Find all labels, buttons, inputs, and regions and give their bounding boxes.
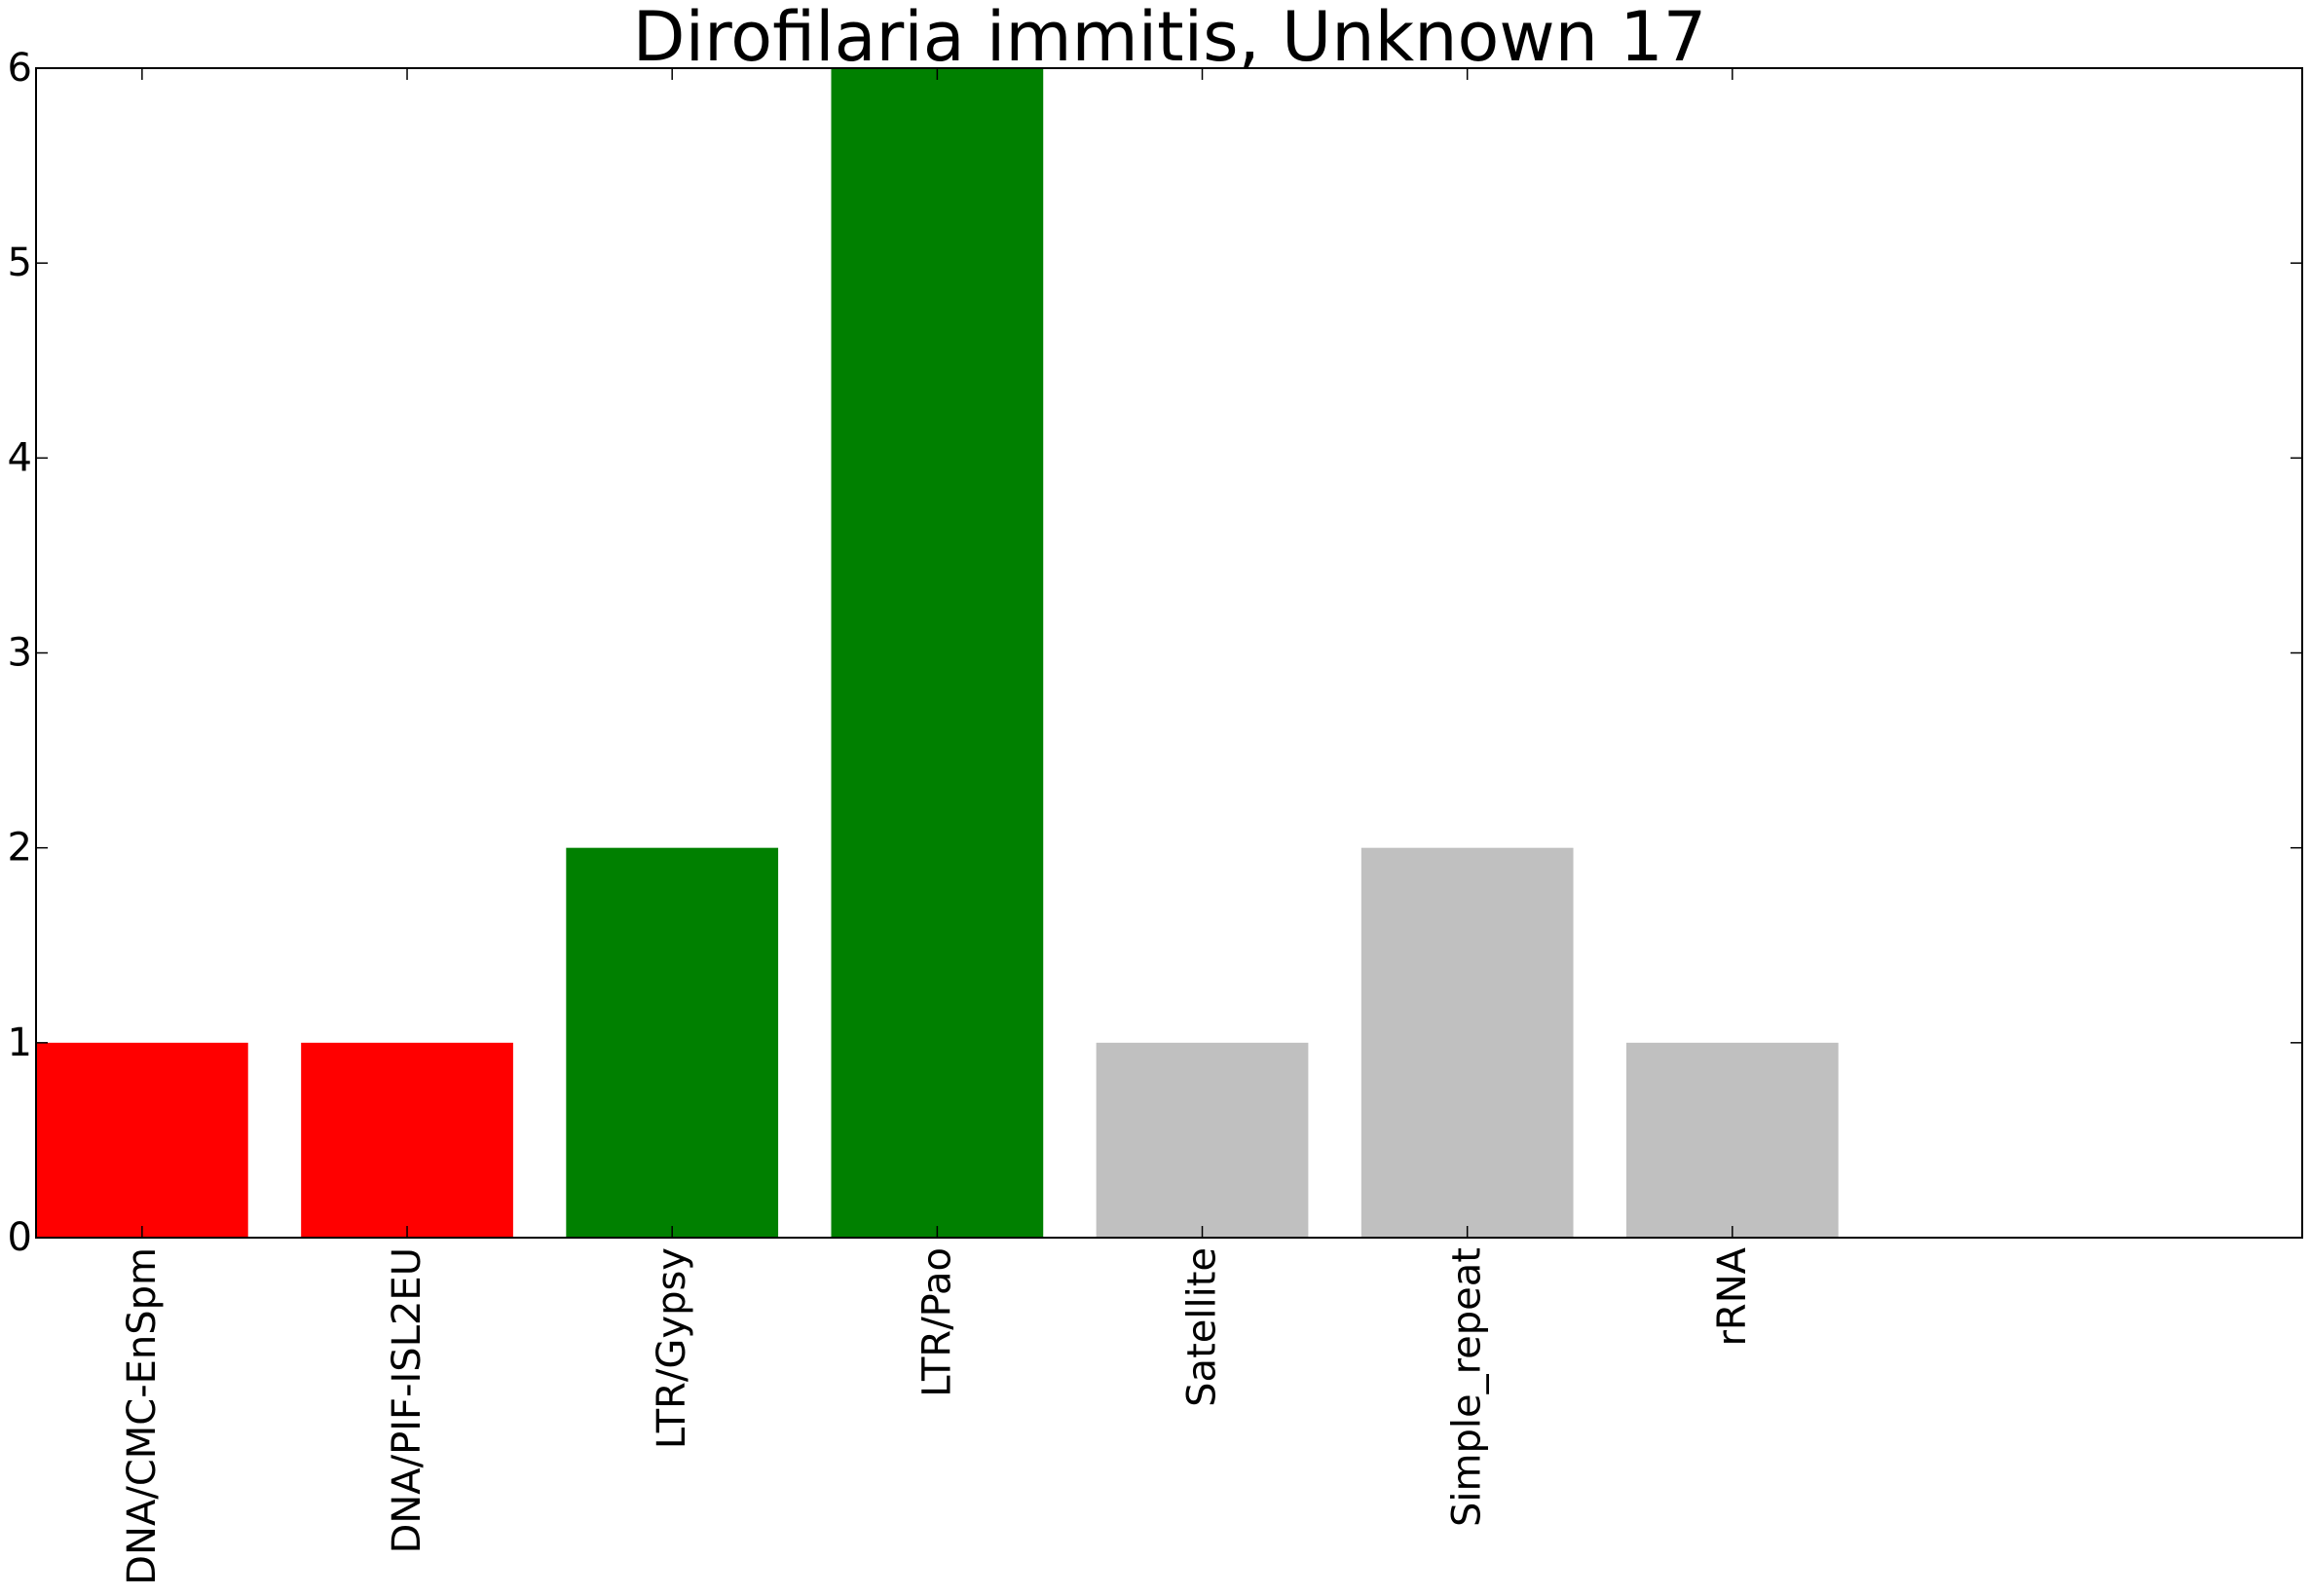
- bar-dna-cmc-enspm: [36, 1042, 248, 1238]
- x-tick-label-simple-repeat: Simple_repeat: [1445, 1247, 1490, 1527]
- x-tick-label-satellite: Satellite: [1180, 1247, 1225, 1407]
- y-tick-label-3: 3: [8, 631, 32, 676]
- chart-title: Dirofilaria immitis, Unknown 17: [633, 0, 1707, 77]
- y-tick-label-2: 2: [8, 826, 32, 871]
- y-tick-label-4: 4: [8, 435, 32, 480]
- x-tick-label-ltr-pao: LTR/Pao: [914, 1247, 959, 1397]
- x-axis: DNA/CMC-EnSpm DNA/PIF-ISL2EU LTR/Gypsy LTR/…: [120, 68, 1755, 1585]
- x-tick-label-dna-cmc-enspm: DNA/CMC-EnSpm: [120, 1247, 165, 1585]
- y-tick-label-6: 6: [8, 46, 32, 91]
- y-axis: 0 1 2 3 4 5 6: [8, 46, 2302, 1260]
- x-tick-label-ltr-gypsy: LTR/Gypsy: [650, 1247, 694, 1449]
- plot-frame: [35, 67, 2303, 1239]
- bar-dna-pif-isl2eu: [301, 1042, 513, 1238]
- bar-rrna: [1625, 1042, 1839, 1238]
- bar-simple-repeat: [1360, 847, 1574, 1238]
- y-tick-label-1: 1: [8, 1021, 32, 1065]
- x-tick-label-rrna: rRNA: [1710, 1246, 1755, 1346]
- bar-ltr-gypsy: [566, 847, 779, 1238]
- x-tick-label-dna-pif-isl2eu: DNA/PIF-ISL2EU: [385, 1247, 429, 1553]
- bars-group: [36, 68, 1839, 1238]
- y-tick-label-5: 5: [8, 241, 32, 285]
- y-tick-label-0: 0: [8, 1215, 32, 1260]
- bar-ltr-pao: [831, 68, 1044, 1238]
- bar-satellite: [1096, 1042, 1309, 1238]
